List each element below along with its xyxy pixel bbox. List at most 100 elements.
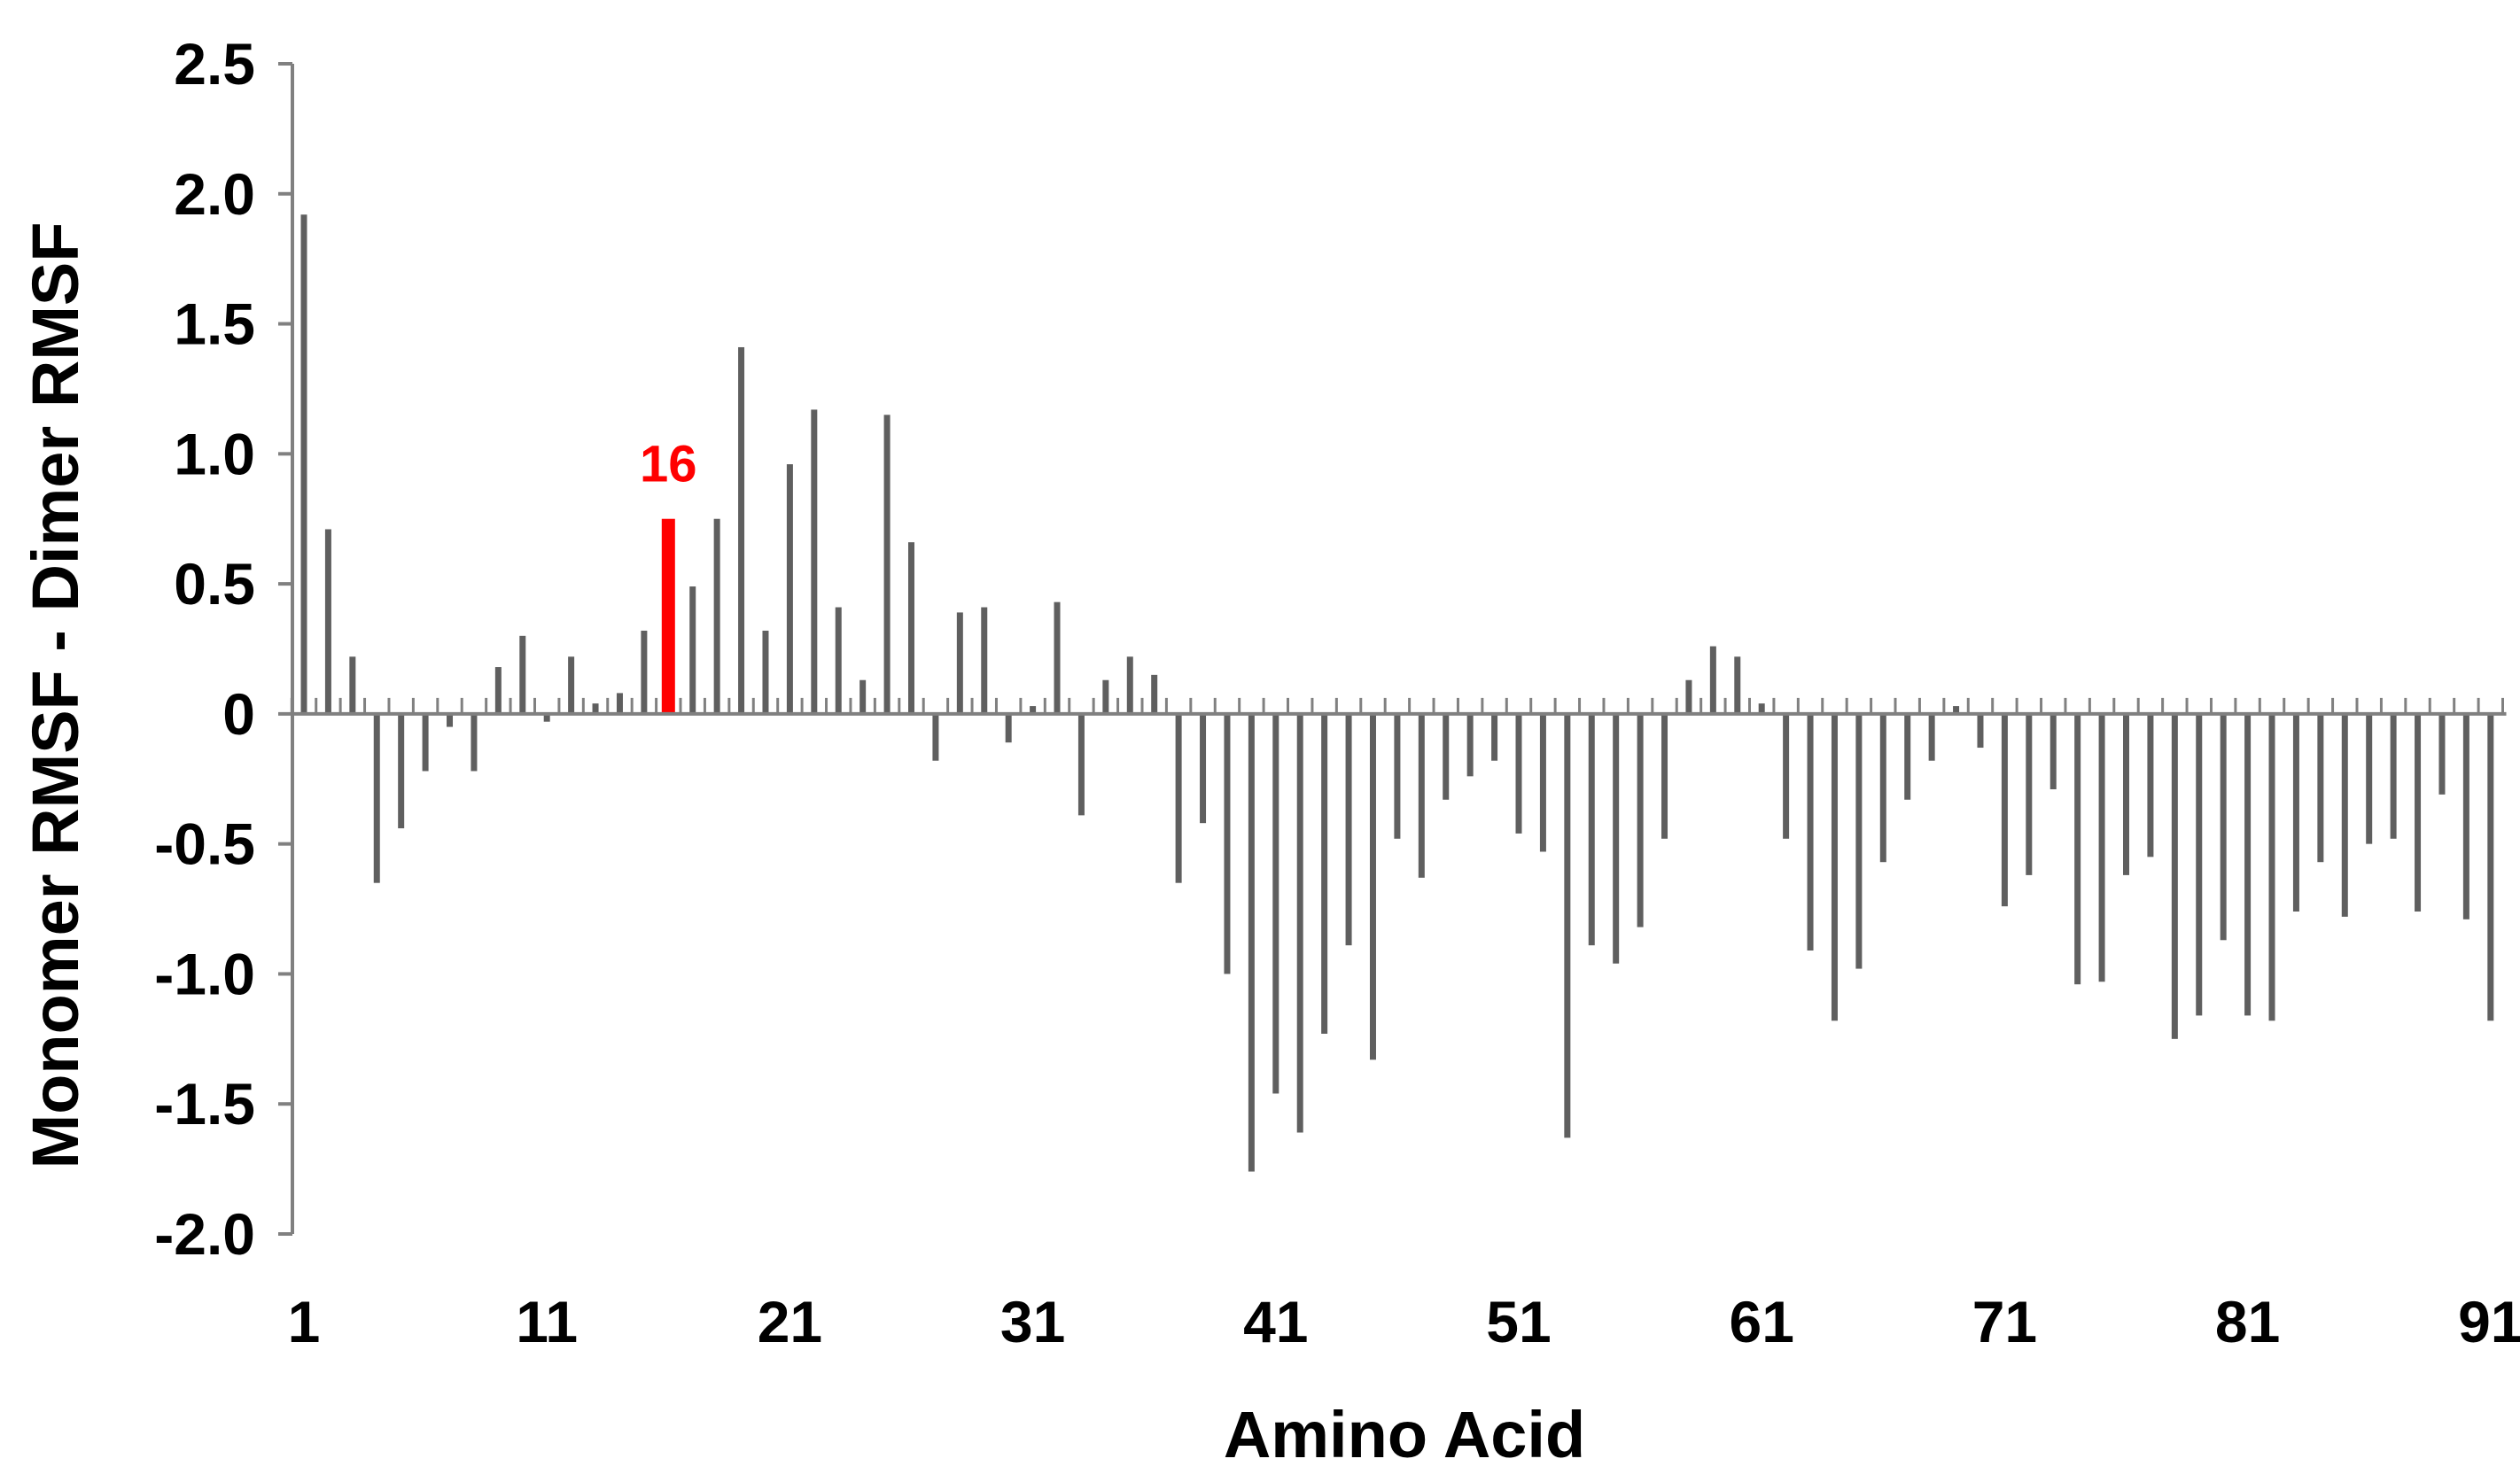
bar — [1734, 656, 1741, 714]
x-tick-label: 31 — [1000, 1289, 1065, 1354]
y-axis: 2.5 2.0 1.5 1.0 0.5 0 -0.5 -1.0 -1.5 -2.0 — [154, 31, 294, 1267]
bar — [2196, 713, 2203, 1016]
x-tick-label: 81 — [2215, 1289, 2280, 1354]
bar — [786, 464, 793, 714]
bar — [1539, 713, 1546, 852]
bar — [908, 542, 914, 714]
bar — [2317, 713, 2324, 863]
bar — [2415, 713, 2422, 912]
bar — [956, 612, 963, 714]
bar — [811, 409, 818, 714]
bar — [1685, 679, 1692, 714]
bar — [1369, 713, 1376, 1060]
bar — [2438, 713, 2446, 795]
highlighted-bar — [661, 518, 675, 714]
bar — [398, 713, 405, 829]
bar — [2147, 713, 2154, 857]
bar — [2098, 713, 2105, 982]
bar — [300, 214, 307, 714]
bar — [592, 703, 599, 714]
y-tick-label: -0.5 — [154, 811, 255, 877]
bar — [2341, 713, 2348, 917]
y-tick-label: -1.0 — [154, 941, 255, 1006]
bar — [2487, 713, 2494, 1021]
bar — [1200, 713, 1207, 824]
bar — [1879, 713, 1886, 863]
bar — [373, 713, 380, 883]
x-tick-label: 1 — [288, 1289, 321, 1354]
bar — [1296, 713, 1303, 1133]
x-tick-label: 91 — [2458, 1289, 2520, 1354]
y-tick-label: -1.5 — [154, 1071, 255, 1137]
bar — [2026, 713, 2033, 875]
bar — [835, 607, 842, 714]
bar — [2171, 713, 2178, 1039]
bar — [2001, 713, 2008, 907]
bar — [1272, 713, 1279, 1094]
bar — [349, 656, 356, 714]
bar — [1807, 713, 1814, 951]
bar — [713, 518, 720, 714]
bar — [1418, 713, 1425, 878]
bar — [1224, 713, 1231, 974]
bar — [641, 630, 648, 714]
bar — [2268, 713, 2275, 1021]
bar — [1855, 713, 1863, 969]
bar — [324, 529, 331, 714]
bar — [494, 667, 502, 714]
x-tick-label: 11 — [516, 1289, 578, 1354]
bar — [1248, 713, 1255, 1172]
y-tick-label: -2.0 — [154, 1201, 255, 1267]
bar — [1709, 646, 1716, 714]
bar — [1588, 713, 1595, 946]
bar — [1054, 601, 1061, 714]
y-tick-label: 2.5 — [174, 31, 255, 97]
bar — [543, 713, 550, 722]
bar — [1783, 713, 1790, 839]
bar — [738, 346, 745, 714]
bar — [2123, 713, 2129, 875]
bar — [1466, 713, 1474, 777]
bar — [2244, 713, 2252, 1016]
bar — [519, 635, 526, 714]
bar — [1564, 713, 1571, 1138]
x-tick-label: 41 — [1243, 1289, 1308, 1354]
bar — [1005, 713, 1012, 743]
bar — [1175, 713, 1182, 883]
bar — [2049, 713, 2057, 790]
bar — [762, 630, 769, 714]
bar — [1515, 713, 1522, 834]
bar — [859, 679, 867, 714]
bar — [1102, 679, 1109, 714]
plot-area: 16 — [300, 214, 2494, 1172]
bar — [1977, 713, 1984, 749]
bar — [1831, 713, 1838, 1021]
y-tick-label: 0 — [222, 681, 255, 747]
bar — [883, 415, 891, 714]
y-tick-label: 1.5 — [174, 291, 255, 357]
bar — [689, 586, 696, 714]
bar — [1613, 713, 1620, 964]
y-axis-title: Monomer RMSF - Dimer RMSF — [19, 222, 92, 1169]
bar — [1953, 706, 1960, 714]
bar — [1126, 656, 1133, 714]
x-tick-label: 71 — [1972, 1289, 2037, 1354]
bar — [1491, 713, 1498, 761]
y-tick-label: 2.0 — [174, 161, 255, 227]
y-tick-label: 1.0 — [174, 421, 255, 486]
bar — [981, 607, 988, 714]
x-tick-label: 61 — [1729, 1289, 1793, 1354]
bar — [447, 713, 454, 727]
bar — [1904, 713, 1911, 800]
bar — [2390, 713, 2397, 839]
bar — [1928, 713, 1935, 761]
bar — [1394, 713, 1401, 839]
bar — [1345, 713, 1352, 946]
x-tick-label: 51 — [1486, 1289, 1551, 1354]
bar — [616, 693, 623, 714]
bar — [1443, 713, 1450, 800]
bar — [422, 713, 429, 772]
bar — [1077, 713, 1085, 816]
bar — [2292, 713, 2299, 912]
bar — [2366, 713, 2373, 844]
